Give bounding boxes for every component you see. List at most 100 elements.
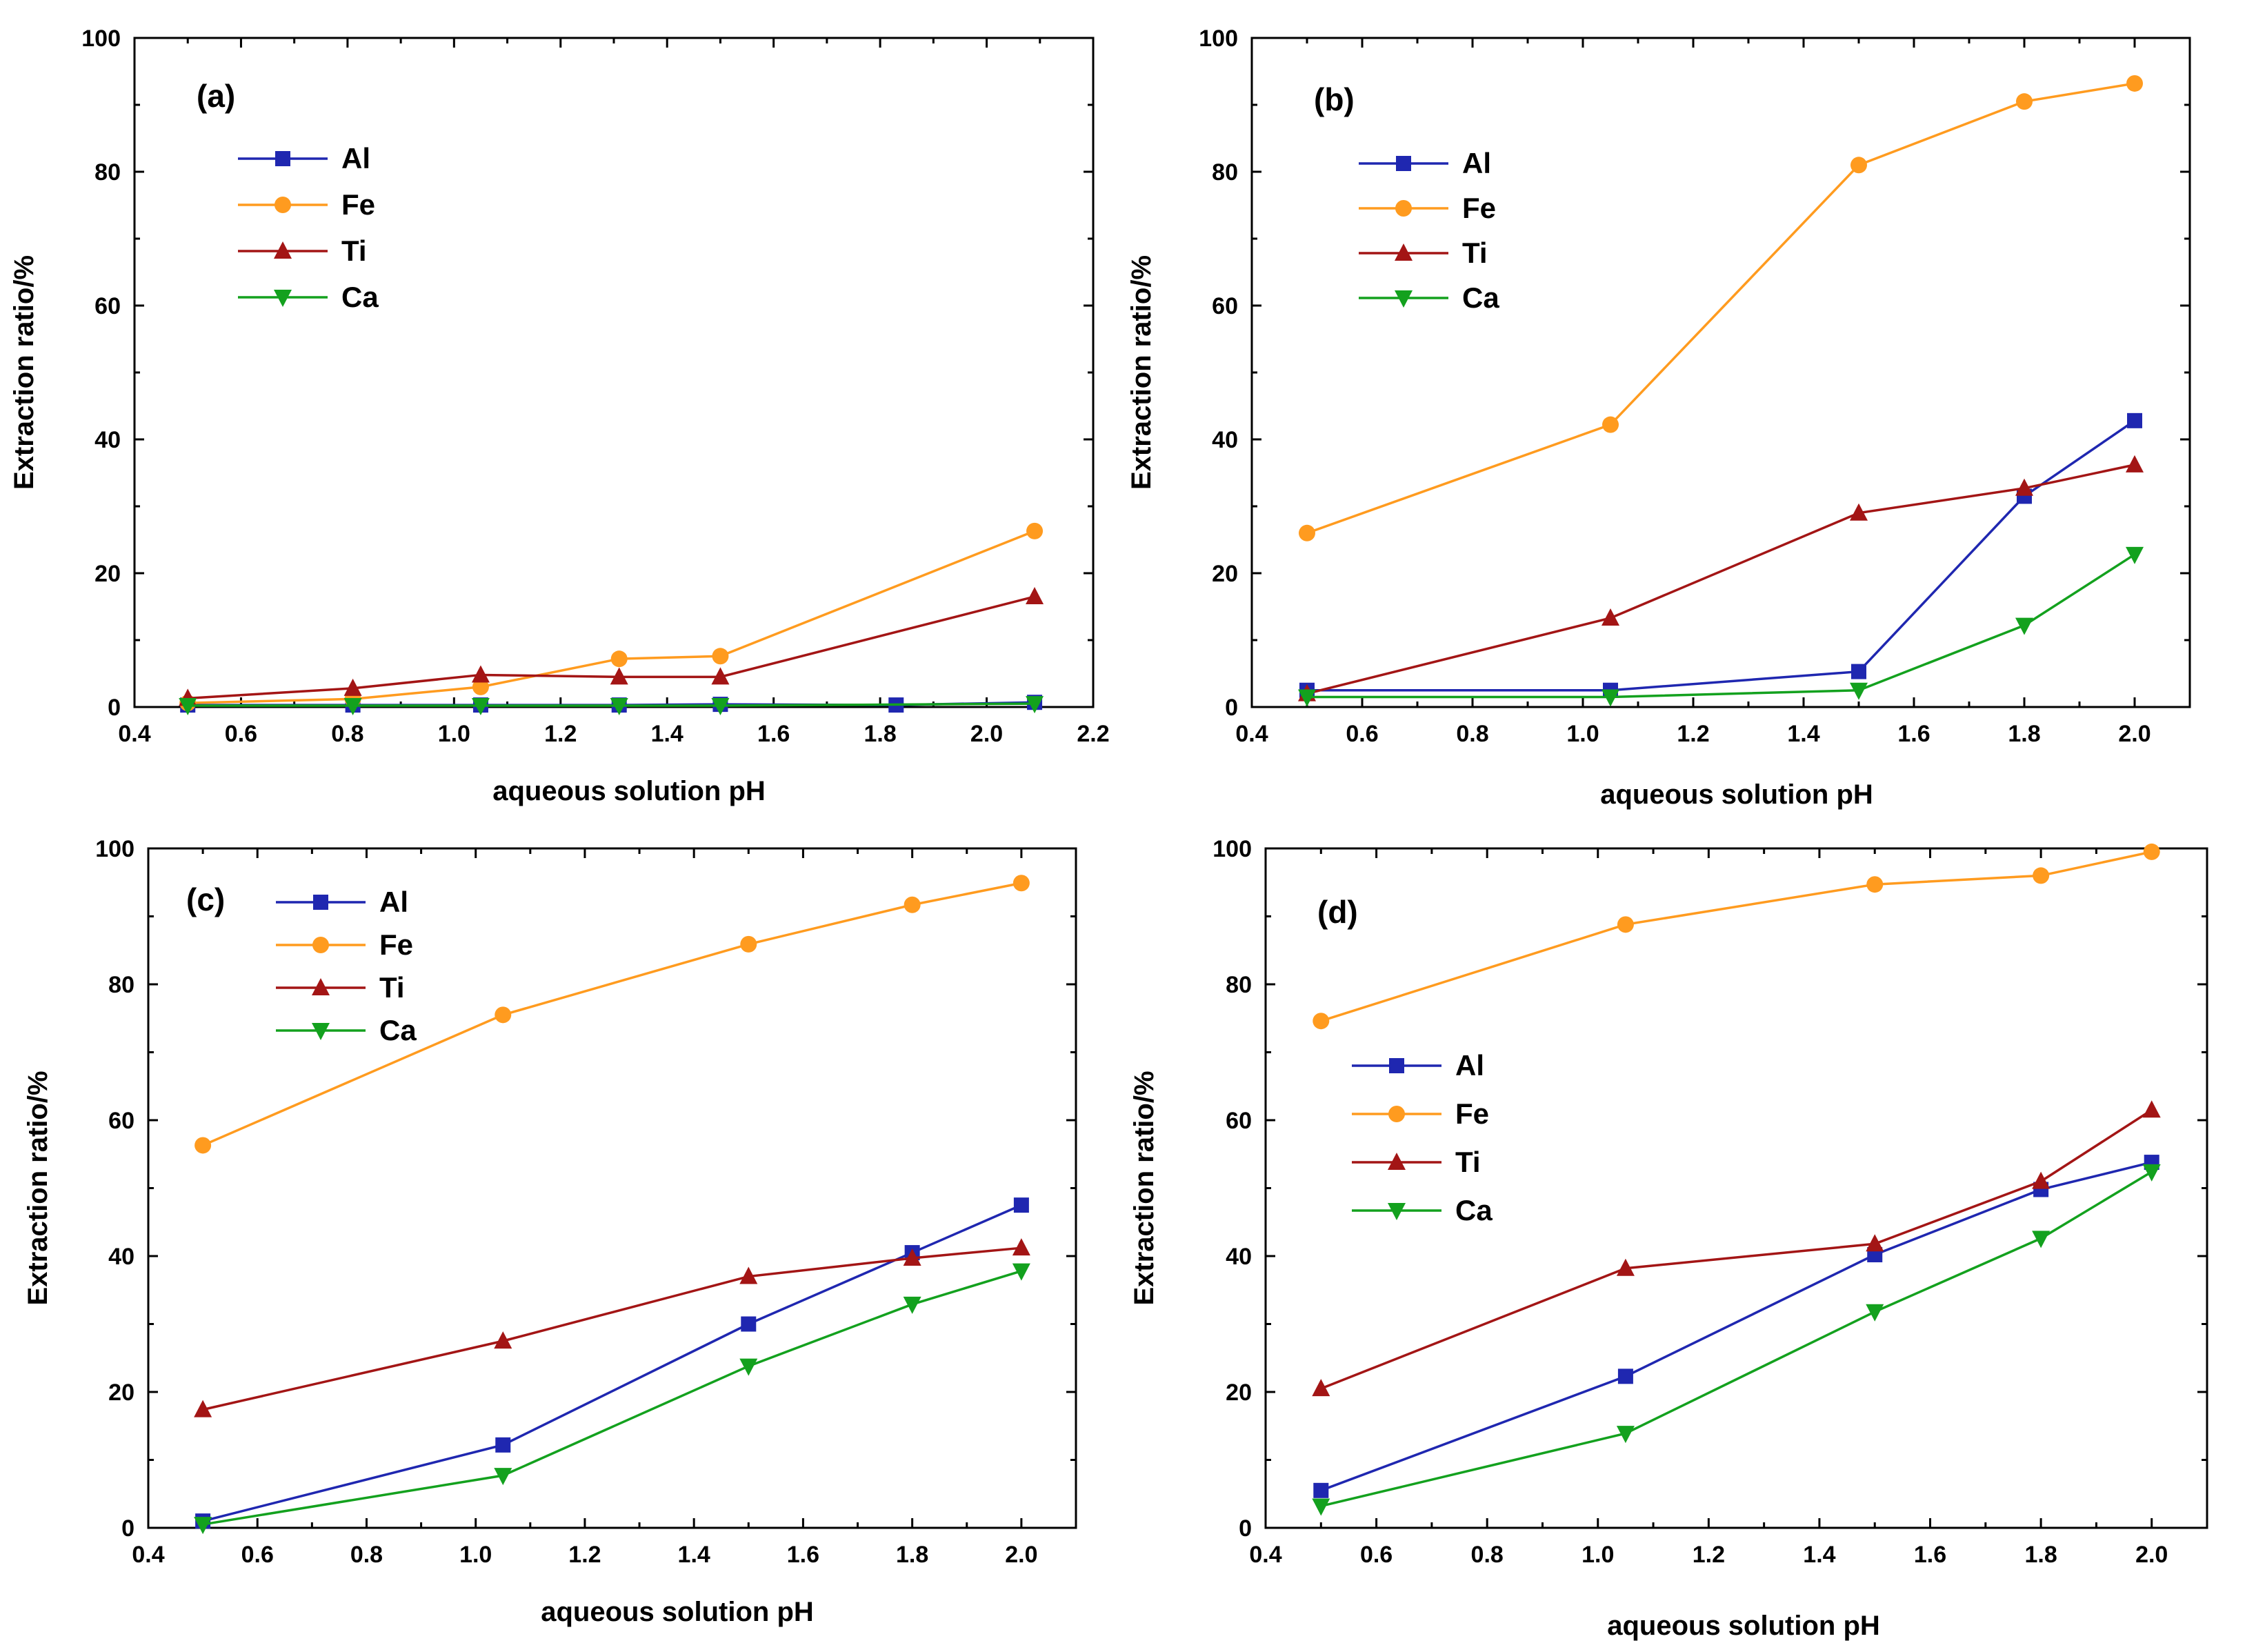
x-tick-label: 2.0	[2135, 1542, 2168, 1568]
legend-label: Ti	[341, 235, 367, 267]
y-axis-title: Extraction ratio/%	[1129, 1071, 1159, 1305]
marker-ca	[1395, 290, 1413, 308]
marker-ca	[1866, 1304, 1884, 1322]
series-line-al	[202, 1204, 1022, 1522]
x-tick-label: 1.8	[2024, 1542, 2057, 1568]
x-tick-label: 1.2	[568, 1542, 601, 1568]
series-line-fe	[1320, 850, 2153, 1022]
marker-ti	[471, 665, 490, 683]
marker-fe	[1850, 157, 1867, 174]
marker-ca	[274, 290, 292, 307]
x-tick-label: 0.6	[1360, 1542, 1393, 1568]
legend-item-fe: Fe	[276, 928, 413, 961]
y-tick-label: 20	[1226, 1380, 1252, 1406]
series-line-ti	[1306, 464, 2135, 695]
y-tick-label: 80	[1226, 972, 1252, 998]
marker-al	[741, 1316, 757, 1332]
marker-fe	[610, 650, 628, 668]
marker-ti	[1395, 243, 1413, 261]
y-tick-label: 0	[1239, 1515, 1252, 1542]
x-tick-label: 1.8	[2008, 721, 2040, 747]
series-line-ca	[188, 702, 1035, 707]
y-tick-label: 40	[1212, 427, 1238, 453]
y-tick-label: 0	[121, 1515, 134, 1542]
y-tick-label: 100	[1199, 26, 1238, 52]
legend-label: Ti	[1455, 1146, 1481, 1178]
marker-ca	[903, 1296, 921, 1314]
marker-ti	[2032, 1171, 2051, 1189]
y-tick-label: 0	[108, 695, 121, 721]
marker-ti	[1866, 1234, 1884, 1252]
y-tick-label: 20	[1212, 561, 1238, 587]
x-tick-label: 1.0	[1566, 721, 1599, 747]
x-axis-title: aqueous solution pH	[492, 776, 766, 806]
marker-fe	[2016, 93, 2033, 110]
x-tick-label: 1.6	[787, 1542, 819, 1568]
marker-al	[2127, 412, 2142, 428]
y-tick-label: 100	[81, 26, 121, 52]
marker-ca	[739, 1358, 758, 1376]
marker-ca	[2015, 617, 2033, 635]
legend-item-al: Al	[276, 886, 408, 918]
marker-ti	[1850, 503, 1868, 521]
x-tick-label: 1.4	[1787, 721, 1819, 747]
plot-frame	[1250, 37, 2191, 708]
marker-ca	[2142, 1164, 2161, 1182]
plot-frame	[133, 37, 1095, 708]
y-tick-label: 60	[1212, 293, 1238, 319]
panel-label: (b)	[1314, 81, 1355, 117]
y-tick-label: 80	[108, 972, 134, 998]
x-tick-label: 1.6	[1897, 721, 1930, 747]
legend-label: Al	[379, 886, 408, 918]
marker-ca	[1012, 1263, 1030, 1281]
marker-fe	[904, 896, 921, 913]
y-axis-title: Extraction ratio/%	[1126, 255, 1157, 490]
marker-fe	[1617, 916, 1634, 933]
legend-label: Al	[341, 142, 370, 175]
marker-ti	[1616, 1258, 1635, 1276]
marker-ca	[194, 1517, 212, 1535]
marker-fe	[1313, 1013, 1330, 1030]
plot-frame	[1264, 847, 2208, 1529]
x-tick-label: 1.4	[1803, 1542, 1835, 1568]
marker-fe	[275, 197, 291, 213]
marker-ti	[194, 1400, 212, 1417]
marker-ca	[711, 698, 730, 716]
marker-fe	[472, 678, 489, 695]
legend-label: Fe	[1462, 192, 1496, 224]
panel-label: (c)	[186, 882, 225, 917]
x-tick-label: 2.0	[2118, 721, 2151, 747]
legend-item-ca: Ca	[276, 1014, 417, 1046]
marker-fe	[495, 1006, 512, 1024]
x-tick-label: 0.6	[1346, 721, 1378, 747]
x-tick-label: 1.8	[896, 1542, 928, 1568]
x-tick-label: 0.4	[132, 1542, 164, 1568]
y-axis-title: Extraction ratio/%	[9, 255, 39, 490]
x-tick-label: 2.0	[1005, 1542, 1037, 1568]
legend-label: Fe	[341, 188, 375, 221]
x-tick-label: 2.0	[970, 721, 1003, 747]
y-tick-label: 60	[94, 293, 121, 319]
series-line-ti	[1320, 1108, 2153, 1390]
marker-ti	[610, 667, 628, 685]
x-tick-label: 1.0	[438, 721, 470, 747]
marker-al	[1389, 1058, 1404, 1073]
y-tick-label: 80	[1212, 159, 1238, 186]
marker-ca	[343, 698, 362, 716]
legend-item-fe: Fe	[1359, 192, 1496, 224]
marker-ti	[494, 1331, 512, 1349]
chart-panel-2: 0.4 0.6 0.8 1.0 1.2 1.4 1.6 1.8 2.0 0 20 40 60 80 100 a…	[1126, 26, 2191, 810]
marker-ca	[1616, 1426, 1635, 1444]
legend-item-ca: Ca	[1352, 1194, 1493, 1226]
legend-label: Ti	[379, 971, 405, 1004]
legend-item-ca: Ca	[1359, 281, 1499, 314]
y-tick-label: 80	[94, 159, 121, 186]
y-tick-label: 60	[108, 1108, 134, 1134]
marker-ca	[1312, 1498, 1330, 1516]
marker-ca	[2126, 546, 2144, 564]
y-tick-label: 40	[108, 1244, 134, 1270]
y-tick-label: 100	[1213, 836, 1252, 862]
marker-al	[1313, 1482, 1329, 1498]
x-tick-label: 0.6	[225, 721, 257, 747]
marker-al	[495, 1437, 511, 1453]
